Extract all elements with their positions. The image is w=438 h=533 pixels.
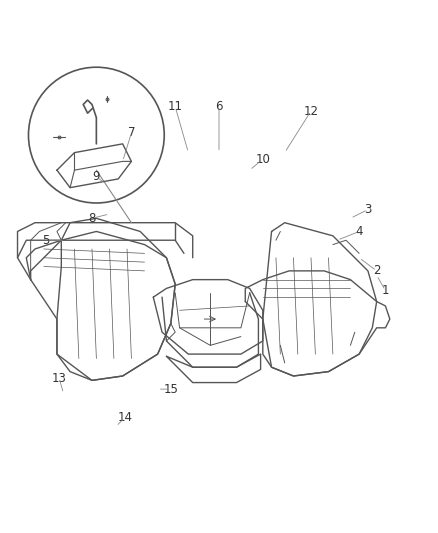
Text: 1: 1 — [381, 284, 389, 297]
Text: 8: 8 — [88, 212, 95, 225]
Text: 15: 15 — [163, 383, 178, 395]
Text: 11: 11 — [168, 100, 183, 113]
Text: 4: 4 — [355, 225, 363, 238]
Text: 5: 5 — [42, 233, 49, 247]
Text: 7: 7 — [127, 126, 135, 140]
Text: 10: 10 — [255, 152, 270, 166]
Text: 12: 12 — [304, 104, 318, 117]
Text: 14: 14 — [117, 411, 132, 424]
Text: 6: 6 — [215, 100, 223, 113]
Text: 3: 3 — [364, 203, 371, 216]
Text: 2: 2 — [373, 264, 381, 277]
Text: 13: 13 — [52, 372, 67, 385]
Text: 9: 9 — [92, 170, 100, 183]
